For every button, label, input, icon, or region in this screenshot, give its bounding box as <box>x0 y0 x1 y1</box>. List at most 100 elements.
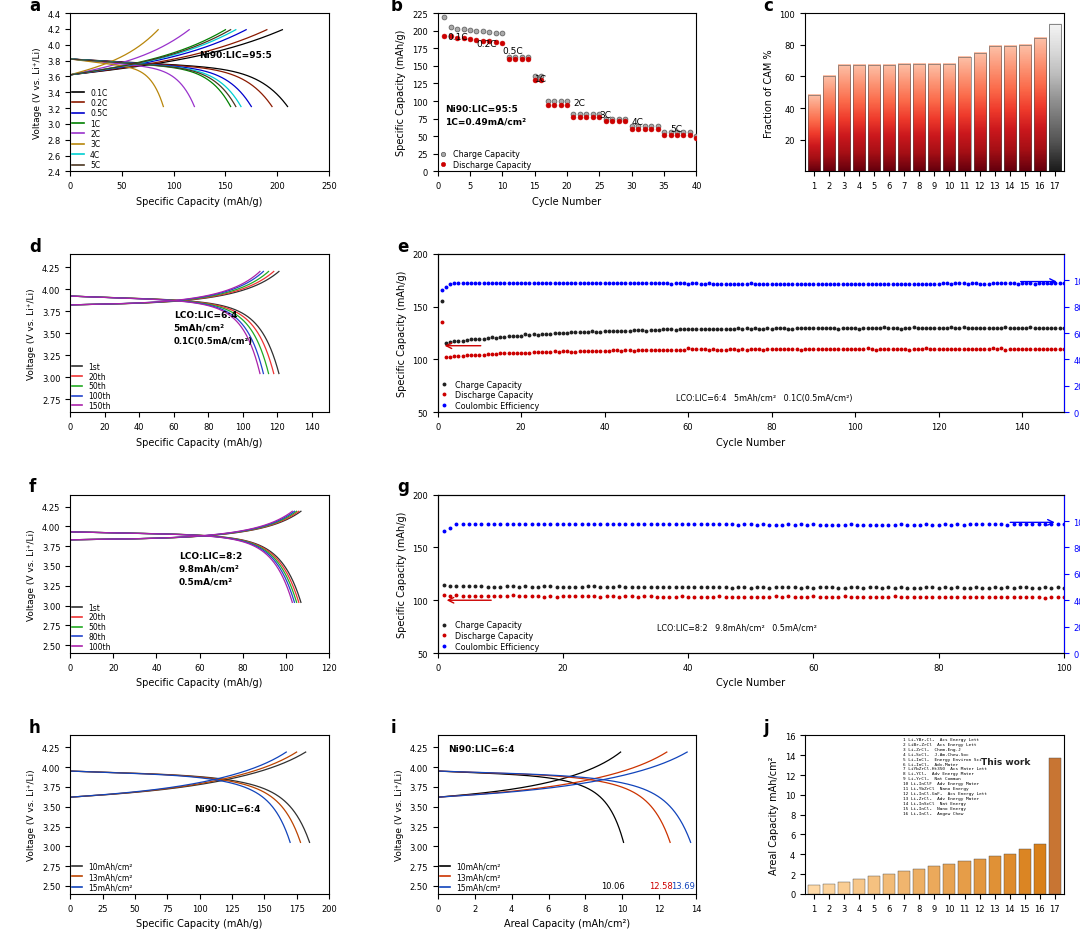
Y-axis label: Voltage (V vs. Li⁺/Li): Voltage (V vs. Li⁺/Li) <box>27 529 37 620</box>
Charge Capacity <box>440 338 453 349</box>
Coulombic Efficiency <box>765 279 778 290</box>
Charge Capacity <box>567 109 580 120</box>
Discharge Capacity <box>470 36 483 47</box>
Discharge Capacity <box>541 100 554 111</box>
Coulombic Efficiency <box>644 278 657 289</box>
Charge Capacity <box>651 122 664 133</box>
Charge Capacity <box>483 27 496 38</box>
Discharge Capacity <box>1057 344 1070 355</box>
Bar <box>973 859 986 894</box>
Bar <box>868 876 880 894</box>
Discharge Capacity <box>599 116 612 127</box>
Text: 0.5mA/cm²: 0.5mA/cm² <box>179 577 233 586</box>
Charge Capacity <box>556 581 569 592</box>
X-axis label: Specific Capacity (mAh/g): Specific Capacity (mAh/g) <box>136 918 262 929</box>
Bar <box>883 874 895 894</box>
X-axis label: Cycle Number: Cycle Number <box>532 197 602 207</box>
Charge Capacity <box>548 96 561 108</box>
Text: 9.8mAh/cm²: 9.8mAh/cm² <box>179 564 240 573</box>
Text: f: f <box>29 478 36 496</box>
Discharge Capacity <box>1039 592 1052 604</box>
Bar <box>944 65 956 172</box>
Text: LCO:LIC=8:2: LCO:LIC=8:2 <box>179 551 242 561</box>
Discharge Capacity <box>496 38 509 50</box>
Charge Capacity <box>644 325 657 336</box>
Text: c: c <box>764 0 773 15</box>
Y-axis label: Specific Capacity (mAh/g): Specific Capacity (mAh/g) <box>396 30 406 156</box>
Y-axis label: Voltage (V vs. Li⁺/Li): Voltage (V vs. Li⁺/Li) <box>394 769 404 860</box>
Discharge Capacity <box>757 592 770 603</box>
Bar <box>868 66 880 172</box>
Legend: Charge Capacity, Discharge Capacity: Charge Capacity, Discharge Capacity <box>440 151 531 169</box>
Bar <box>808 96 820 172</box>
Charge Capacity <box>791 324 804 335</box>
Charge Capacity <box>580 109 593 120</box>
Discharge Capacity <box>606 116 619 127</box>
Charge Capacity <box>541 96 554 108</box>
Coulombic Efficiency <box>607 519 620 530</box>
Discharge Capacity <box>450 33 463 44</box>
Discharge Capacity <box>556 591 569 602</box>
Charge Capacity <box>457 24 470 36</box>
Charge Capacity <box>450 24 463 36</box>
Charge Capacity <box>1057 323 1070 334</box>
Text: 4C: 4C <box>632 118 644 126</box>
Charge Capacity <box>586 109 599 120</box>
Discharge Capacity <box>1057 592 1070 603</box>
Discharge Capacity <box>807 592 820 603</box>
Discharge Capacity <box>612 116 625 127</box>
Discharge Capacity <box>444 32 457 43</box>
Legend: 1st, 20th, 50th, 80th, 100th: 1st, 20th, 50th, 80th, 100th <box>72 603 111 651</box>
Charge Capacity <box>1032 582 1045 593</box>
Text: Ni90:LIC=6:4: Ni90:LIC=6:4 <box>194 805 261 813</box>
Charge Capacity <box>444 22 457 34</box>
Discharge Capacity <box>457 34 470 45</box>
Charge Capacity <box>757 581 770 592</box>
Charge Capacity <box>593 109 606 120</box>
Coulombic Efficiency <box>791 279 804 290</box>
Discharge Capacity <box>437 590 450 601</box>
Bar <box>853 66 865 172</box>
Discharge Capacity <box>593 111 606 123</box>
X-axis label: Cycle Number: Cycle Number <box>716 437 785 447</box>
Discharge Capacity <box>502 54 515 66</box>
Charge Capacity <box>869 323 882 334</box>
Charge Capacity <box>476 27 489 38</box>
Discharge Capacity <box>690 133 703 144</box>
Bar <box>1018 46 1030 172</box>
Charge Capacity <box>807 582 820 593</box>
Charge Capacity <box>515 52 528 64</box>
Discharge Capacity <box>658 130 671 141</box>
Bar <box>823 78 835 172</box>
Bar <box>914 870 926 894</box>
Discharge Capacity <box>573 111 586 123</box>
Legend: 0.1C, 0.2C, 0.5C, 1C, 2C, 3C, 4C, 5C: 0.1C, 0.2C, 0.5C, 1C, 2C, 3C, 4C, 5C <box>72 89 107 170</box>
Charge Capacity <box>496 29 509 40</box>
Text: 2C: 2C <box>573 98 585 108</box>
Bar <box>973 53 986 172</box>
Text: h: h <box>29 719 41 737</box>
Bar <box>853 879 865 894</box>
Discharge Capacity <box>548 100 561 111</box>
Discharge Capacity <box>664 130 677 141</box>
Text: LCO:LIC=6:4   5mAh/cm²   0.1C(0.5mA/cm²): LCO:LIC=6:4 5mAh/cm² 0.1C(0.5mA/cm²) <box>676 393 852 402</box>
Line: Coulombic Efficiency: Coulombic Efficiency <box>443 523 1065 533</box>
Discharge Capacity <box>522 54 535 66</box>
Y-axis label: Specific Capacity (mAh/g): Specific Capacity (mAh/g) <box>396 511 406 637</box>
Discharge Capacity <box>580 111 593 123</box>
Charge Capacity <box>684 127 697 139</box>
Text: g: g <box>397 478 409 496</box>
Text: 0.1C(0.5mA/cm²): 0.1C(0.5mA/cm²) <box>174 336 253 345</box>
Coulombic Efficiency <box>581 519 594 530</box>
Bar <box>838 66 850 172</box>
Bar <box>988 856 1000 894</box>
Charge Capacity <box>612 114 625 125</box>
Bar <box>838 882 850 894</box>
Discharge Capacity <box>489 37 502 49</box>
Bar <box>929 866 941 894</box>
Text: i: i <box>391 719 396 737</box>
Discharge Capacity <box>515 54 528 66</box>
Text: LCO:LIC=6:4: LCO:LIC=6:4 <box>174 311 238 320</box>
Discharge Capacity <box>684 130 697 141</box>
Charge Capacity <box>632 122 645 133</box>
